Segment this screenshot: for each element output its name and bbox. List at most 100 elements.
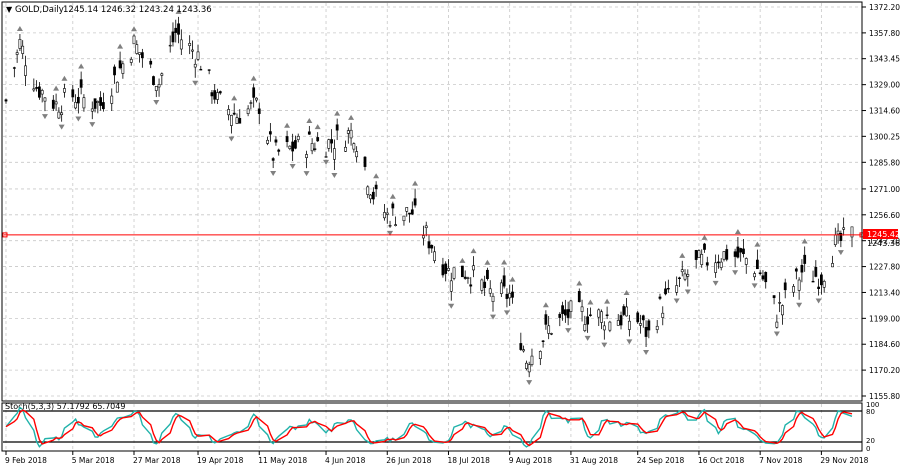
price-tick-label: 1199.00 (869, 314, 900, 323)
candle-body (563, 309, 567, 316)
candle-body (213, 90, 217, 100)
candle-body (619, 315, 623, 326)
candle-body (583, 324, 587, 331)
ohlc-values: 1245.14 1246.32 1243.24 1243.36 (63, 5, 212, 15)
candle-body (839, 233, 843, 242)
time-tick-label: 29 Nov 2018 (820, 456, 868, 465)
fractal-down-icon (490, 314, 497, 320)
candle-body (18, 39, 22, 49)
candle-body (171, 31, 175, 43)
candle-body (703, 243, 706, 250)
fractal-up-icon (623, 290, 630, 296)
candle-body (257, 108, 261, 114)
candle-body (24, 65, 27, 76)
price-tick-label: 1329.00 (869, 81, 900, 90)
candle-body (792, 286, 795, 293)
price-tick-label: 1242.20 (869, 237, 900, 246)
candle-body (463, 276, 467, 279)
candle-body (268, 131, 272, 135)
candle-body (210, 92, 214, 97)
fractal-up-icon (16, 25, 23, 31)
candle-body (277, 149, 281, 152)
candle-body (135, 44, 139, 54)
candle-body (452, 267, 456, 279)
candle-body (385, 212, 389, 215)
fractal-down-icon (626, 339, 633, 345)
candle-body (627, 320, 631, 330)
candle-body (719, 261, 723, 268)
fractal-up-icon (587, 299, 594, 305)
candle-body (405, 207, 409, 212)
time-tick-label: 18 Jul 2018 (447, 456, 490, 465)
fractal-down-icon (331, 173, 338, 179)
candle-body (149, 60, 153, 65)
candle-body (74, 101, 77, 109)
time-tick-label: 27 Mar 2018 (133, 456, 181, 465)
candle-body (814, 266, 818, 277)
candle-body (480, 279, 484, 291)
fractal-down-icon (601, 342, 608, 348)
candle-body (661, 312, 665, 318)
candle-body (683, 273, 687, 280)
fractal-down-icon (41, 114, 48, 120)
candle-body (811, 280, 815, 283)
candle-body (132, 35, 136, 45)
candle-body (444, 263, 448, 274)
candle-body (274, 139, 278, 143)
candle-body (733, 251, 737, 257)
candle-body (252, 87, 256, 98)
candle-body (369, 194, 372, 200)
candle-body (366, 186, 370, 195)
price-axis: 1372.20 1357.80 1343.45 1329.00 1314.60 1300.… (862, 3, 900, 401)
candle-body (113, 66, 116, 76)
candle-body (38, 86, 41, 98)
candle-body (538, 351, 542, 359)
fractal-down-icon (270, 171, 277, 177)
candle-body (622, 306, 626, 315)
candle-body (363, 156, 367, 167)
candle-body (744, 258, 748, 265)
bid-price-tag: 1243.36 (867, 239, 900, 248)
candle-body (778, 302, 782, 304)
candle-body (561, 305, 564, 314)
fractal-down-icon (58, 124, 65, 130)
candle-body (316, 137, 320, 142)
time-tick-label: 19 Apr 2018 (197, 456, 244, 465)
candle-body (96, 101, 100, 103)
symbol-label: GOLD,Daily (15, 5, 64, 15)
candle-body (413, 198, 417, 206)
stoch-signal-line (5, 409, 853, 447)
price-tick-label: 1213.40 (869, 288, 900, 297)
candle-body (63, 88, 66, 93)
candle-body (600, 311, 603, 323)
candle-body (102, 102, 105, 110)
candle-body (188, 42, 192, 46)
time-tick-label: 4 Jun 2018 (325, 456, 366, 465)
fractal-down-icon (712, 280, 719, 286)
fractal-up-icon (679, 252, 686, 258)
fractal-up-icon (389, 193, 396, 199)
candle-body (157, 84, 161, 88)
candle-body (461, 265, 464, 278)
stoch-label: Stoch(5,3,3) 57.1792 65.7049 (5, 402, 125, 411)
candle-body (758, 272, 762, 274)
candle-body (232, 112, 236, 115)
candle-body (580, 306, 584, 312)
fractal-down-icon (387, 230, 394, 236)
candle-body (822, 281, 826, 288)
candle-body (680, 269, 684, 273)
candle-body (647, 320, 651, 331)
candle-body (511, 291, 514, 298)
stoch-level-80-label: 80 (866, 408, 875, 416)
indicator-frame (1, 402, 863, 452)
candle-body (51, 99, 55, 109)
fractal-up-icon (604, 298, 611, 304)
candle-body (60, 112, 64, 116)
candle-body (525, 362, 528, 369)
fractal-down-icon (289, 164, 296, 170)
candle-body (296, 135, 300, 140)
fractal-up-icon (701, 234, 708, 240)
candle-body (430, 245, 434, 249)
candle-body (714, 262, 718, 273)
